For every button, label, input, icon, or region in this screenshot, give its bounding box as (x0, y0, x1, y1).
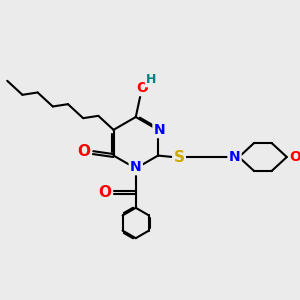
Text: O: O (290, 150, 300, 164)
Text: O: O (77, 144, 90, 159)
Text: S: S (174, 149, 184, 164)
Text: N: N (229, 150, 240, 164)
Text: N: N (154, 123, 165, 137)
Text: H: H (146, 73, 156, 86)
Text: N: N (130, 160, 142, 174)
Text: O: O (98, 185, 111, 200)
Text: O: O (136, 81, 148, 95)
